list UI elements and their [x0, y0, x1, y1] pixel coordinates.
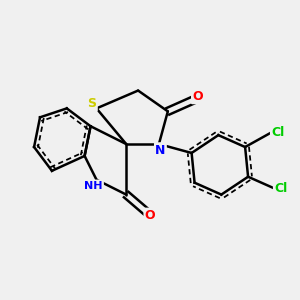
Text: Cl: Cl — [274, 182, 287, 195]
Text: Cl: Cl — [271, 126, 284, 139]
Text: NH: NH — [84, 181, 103, 191]
Text: S: S — [88, 98, 97, 110]
Text: N: N — [155, 143, 166, 157]
Text: O: O — [145, 209, 155, 222]
Text: O: O — [192, 90, 203, 103]
